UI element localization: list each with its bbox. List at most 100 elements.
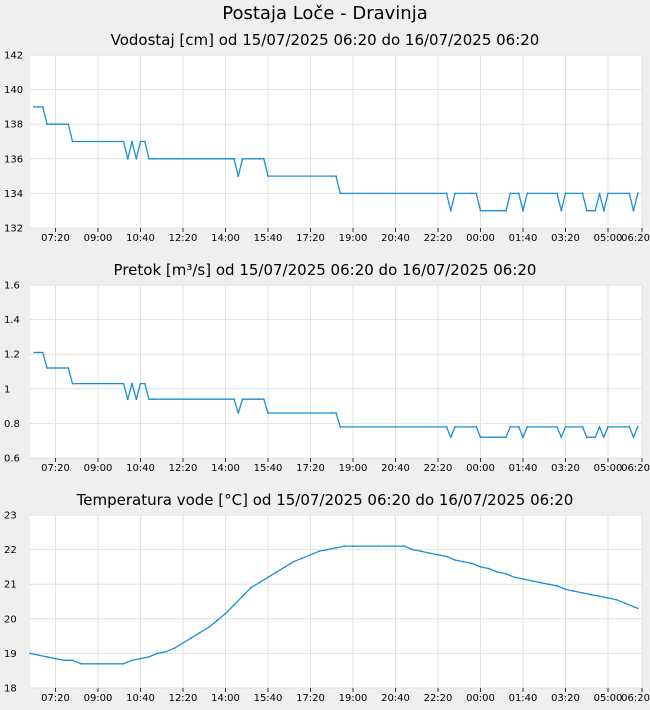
water-level-data-point [54, 123, 57, 126]
water-level-x-tick-label: 07:20 [41, 233, 70, 244]
water-level-data-point [602, 209, 605, 212]
water-temperature-data-point [267, 576, 269, 579]
water-temperature-data-point [292, 560, 295, 563]
discharge-data-point [632, 436, 635, 439]
water-temperature-data-point [63, 659, 65, 662]
water-level-data-point [581, 192, 584, 195]
water-level-y-tick-label: 136 [4, 154, 23, 165]
water-level-data-point [135, 157, 138, 160]
water-temperature-data-point [224, 612, 227, 615]
discharge-x-tick-label: 01:40 [509, 463, 538, 474]
water-temperature-y-tick-label: 20 [4, 614, 17, 625]
water-level-data-point [46, 123, 48, 126]
water-temperature-y-tick-label: 18 [4, 684, 17, 695]
discharge-x-tick-label: 17:20 [296, 463, 325, 474]
water-level-y-tick-label: 138 [4, 120, 23, 131]
discharge-data-point [237, 412, 240, 414]
discharge-y-tick-label: 1.2 [4, 350, 20, 361]
water-temperature-data-point [199, 631, 201, 634]
water-level-y-tick-label: 134 [4, 189, 23, 200]
water-level-x-tick-label: 05:00 [594, 233, 623, 244]
water-level-y-tick-label: 142 [4, 51, 23, 62]
water-level-data-point [148, 157, 150, 160]
water-level-data-point [50, 123, 53, 126]
water-temperature-data-point [556, 585, 558, 587]
water-temperature-x-tick-label: 01:40 [509, 693, 538, 704]
discharge-data-point [122, 382, 125, 385]
discharge-data-point [517, 426, 520, 428]
water-temperature-data-point [454, 559, 456, 561]
discharge-data-point [46, 367, 48, 369]
discharge-data-point [471, 426, 473, 428]
discharge-data-point [135, 398, 138, 401]
water-temperature-x-tick-label: 03:20 [551, 693, 580, 704]
water-temperature-data-point [97, 662, 99, 665]
water-level-data-point [122, 140, 125, 143]
discharge-data-point [71, 382, 74, 385]
water-level-x-tick-label: 06:20 [621, 233, 650, 244]
water-temperature-data-point [615, 598, 618, 601]
discharge-x-tick-label: 22:20 [424, 463, 453, 474]
water-temperature-series-line [29, 545, 639, 665]
water-temperature-data-point [156, 652, 159, 655]
discharge-data-point [636, 426, 639, 428]
discharge-data-point [454, 426, 456, 428]
discharge-data-point [50, 367, 53, 369]
water-level-data-point [152, 157, 155, 160]
water-level-data-point [556, 192, 558, 195]
discharge-data-point [63, 367, 65, 369]
page-title: Postaja Loče - Dravinja [222, 3, 428, 24]
water-temperature-data-point [326, 548, 329, 551]
water-temperature-x-tick-label: 10:40 [126, 693, 155, 704]
discharge-x-tick-label: 06:20 [621, 463, 650, 474]
water-level-data-point [454, 192, 456, 195]
discharge-data-point [598, 426, 601, 428]
discharge-data-point [339, 426, 342, 428]
discharge-data-point [262, 398, 265, 401]
discharge-data-point [330, 412, 333, 414]
water-level-data-point [517, 192, 520, 195]
water-temperature-data-point [530, 579, 533, 582]
water-temperature-x-tick-label: 06:20 [621, 693, 650, 704]
water-temperature-x-tick-label: 14:00 [211, 693, 240, 704]
discharge-x-tick-label: 09:00 [84, 463, 113, 474]
water-temperature-data-point [505, 572, 507, 575]
water-level-x-tick-label: 01:40 [509, 233, 538, 244]
water-temperature-x-tick-label: 22:20 [424, 693, 453, 704]
water-temperature-data-point [539, 581, 541, 584]
discharge-data-point [505, 436, 507, 439]
discharge-x-tick-label: 19:00 [339, 463, 368, 474]
water-level-data-point [71, 140, 74, 143]
water-level-data-point [237, 175, 240, 178]
discharge-data-point [148, 398, 150, 401]
discharge-data-point [445, 426, 448, 428]
discharge-data-point [33, 351, 36, 354]
discharge-y-tick-label: 1.6 [4, 281, 20, 292]
discharge-data-point [585, 436, 588, 439]
water-level-data-point [41, 106, 44, 108]
discharge-x-tick-label: 10:40 [126, 463, 155, 474]
water-level-data-point [585, 209, 588, 212]
water-level-data-point [475, 192, 478, 195]
water-temperature-data-point [148, 656, 150, 658]
discharge-y-tick-label: 0.6 [4, 454, 20, 465]
water-level-data-point [628, 192, 631, 195]
water-temperature-y-tick-label: 21 [4, 580, 17, 591]
water-level-data-point [449, 209, 452, 212]
water-temperature-x-tick-label: 17:20 [296, 693, 325, 704]
discharge-data-point [449, 436, 452, 439]
discharge-data-point [37, 351, 40, 354]
discharge-x-tick-label: 07:20 [41, 463, 70, 474]
water-level-data-point [262, 157, 265, 160]
water-temperature-data-point [445, 555, 448, 558]
discharge-data-point [267, 412, 269, 414]
water-temperature-data-point [173, 647, 176, 650]
water-temperature-x-tick-label: 19:00 [339, 693, 368, 704]
chart-title-water-level: Vodostaj [cm] od 15/07/2025 06:20 do 16/… [110, 31, 540, 49]
water-level-data-point [330, 175, 333, 178]
water-temperature-data-point [207, 626, 210, 629]
water-temperature-x-tick-label: 07:20 [41, 693, 70, 704]
water-temperature-data-point [301, 557, 303, 560]
water-temperature-data-point [46, 656, 48, 658]
discharge-data-point [509, 426, 512, 428]
